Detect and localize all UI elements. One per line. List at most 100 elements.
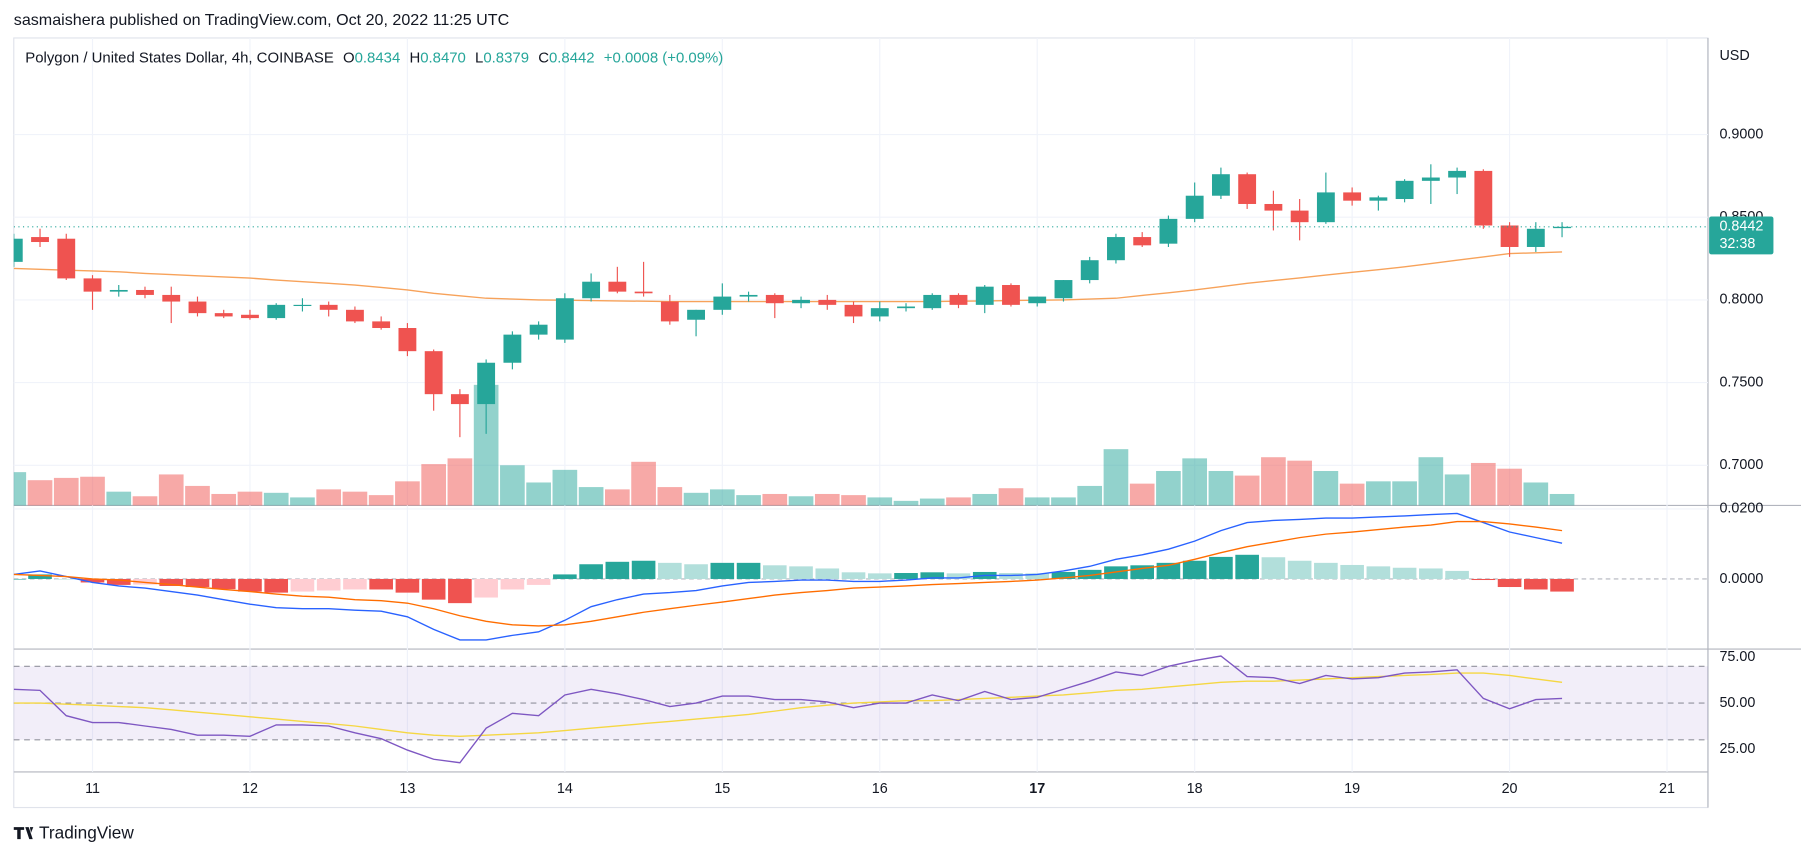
- x-tick-label: 16: [872, 781, 888, 797]
- candle-body: [1553, 226, 1571, 229]
- y-tick-label: 0.8000: [1719, 292, 1763, 308]
- candle-body: [1238, 174, 1257, 204]
- ohlc-label: C: [538, 50, 549, 67]
- volume-bar: [1549, 493, 1575, 506]
- macd-histogram-bar: [133, 578, 157, 585]
- volume-bar: [1156, 470, 1181, 506]
- candle-body: [792, 299, 810, 304]
- macd-histogram-bar: [894, 573, 918, 579]
- volume-bar: [998, 488, 1024, 506]
- publisher: sasmaishera published on TradingView.com…: [14, 11, 509, 29]
- macd-histogram-bar: [1366, 566, 1391, 579]
- candle-body: [13, 238, 23, 262]
- candle-body: [582, 281, 601, 299]
- candle-body: [450, 394, 469, 405]
- macd-histogram-bar: [1524, 578, 1548, 590]
- macd-histogram-bar: [211, 578, 236, 590]
- volume-bar: [290, 497, 315, 506]
- macd-histogram-bar: [867, 573, 892, 579]
- candle-body: [31, 237, 49, 243]
- macd-histogram-bar: [474, 578, 498, 598]
- candle-body: [555, 298, 574, 340]
- x-tick-label: 20: [1502, 781, 1518, 797]
- volume-bar: [1129, 483, 1155, 506]
- volume-bar: [683, 492, 709, 506]
- candle-body: [818, 299, 837, 305]
- candle-body: [1159, 218, 1178, 244]
- macd-histogram-bar: [1077, 569, 1102, 579]
- candle-body: [477, 362, 496, 405]
- ohlc-label: H: [409, 50, 420, 67]
- macd-histogram-bar: [710, 562, 735, 579]
- candle-body: [241, 314, 259, 319]
- currency-label: USD: [1719, 48, 1749, 64]
- volume-bar: [1339, 483, 1365, 506]
- candle-body: [949, 294, 968, 305]
- volume-bar: [893, 500, 919, 506]
- volume-bar: [237, 491, 263, 506]
- macd-histogram-bar: [762, 565, 787, 579]
- last-price-tag: [1709, 216, 1774, 255]
- volume-bar: [762, 493, 788, 506]
- macd-histogram-bar: [1550, 578, 1574, 592]
- volume-bar: [13, 472, 27, 506]
- candle-body: [293, 304, 312, 307]
- volume-bar: [263, 492, 289, 506]
- macd-histogram-bar: [1340, 564, 1364, 579]
- candle-body: [1448, 170, 1467, 178]
- candle-body: [1264, 203, 1283, 211]
- volume-bar: [736, 495, 761, 506]
- macd-histogram-bar: [185, 578, 210, 588]
- macd-histogram-bar: [815, 568, 840, 579]
- candle-body: [1054, 280, 1073, 299]
- volume-bar: [788, 496, 814, 506]
- volume-bar: [972, 493, 998, 506]
- axes: 11 12 13 14 15 16 17 18 19 20 21 0.7000 0.7500 0.8000…: [85, 126, 1774, 797]
- candle-body: [660, 301, 679, 322]
- candle-body: [1316, 192, 1335, 223]
- x-tick-label: 11: [85, 781, 100, 797]
- ohlc-value: 0.8470: [420, 50, 466, 67]
- macd-histogram-bar: [1261, 557, 1286, 579]
- x-tick-label: 12: [242, 781, 258, 797]
- candle-body: [83, 278, 102, 292]
- volume-bar: [1024, 497, 1050, 506]
- candle-body: [923, 294, 942, 309]
- x-tick-label: 18: [1187, 781, 1203, 797]
- candle-body: [634, 291, 653, 294]
- x-tick-label: 17: [1029, 781, 1045, 797]
- macd-histogram-bar: [264, 578, 289, 593]
- volume-bar: [1261, 457, 1286, 506]
- macd-histogram-bar: [13, 578, 26, 580]
- candle-body: [1080, 260, 1099, 281]
- volume-bar: [500, 465, 525, 506]
- signal-line: [13, 520, 1563, 627]
- candle-body: [739, 294, 758, 297]
- volume-bar: [53, 477, 79, 506]
- volume-bar: [919, 498, 945, 506]
- volume-bar: [1392, 481, 1417, 506]
- candle-body: [1343, 192, 1362, 201]
- volume-bar: [395, 481, 420, 506]
- volume-bar: [1366, 481, 1391, 506]
- brand-logo: TradingView: [13, 823, 134, 843]
- macd-histogram-bar: [631, 560, 656, 579]
- volume-bar: [368, 495, 394, 506]
- candle-body: [1369, 197, 1388, 201]
- moving-average: [13, 251, 1563, 303]
- volume-bar: [80, 476, 105, 506]
- candle-body: [1290, 210, 1309, 223]
- macd-histogram-bar: [316, 578, 341, 591]
- volume-bar: [709, 489, 735, 506]
- candle-body: [109, 289, 128, 292]
- volume-bar: [1523, 482, 1549, 506]
- volume-bar: [1051, 497, 1076, 506]
- volume-bar: [657, 487, 683, 506]
- volume-bar: [447, 458, 473, 506]
- candle-body: [713, 296, 732, 310]
- y-tick-label: 0.0000: [1719, 571, 1763, 587]
- candle-body: [319, 304, 338, 310]
- volume-bar: [946, 497, 971, 506]
